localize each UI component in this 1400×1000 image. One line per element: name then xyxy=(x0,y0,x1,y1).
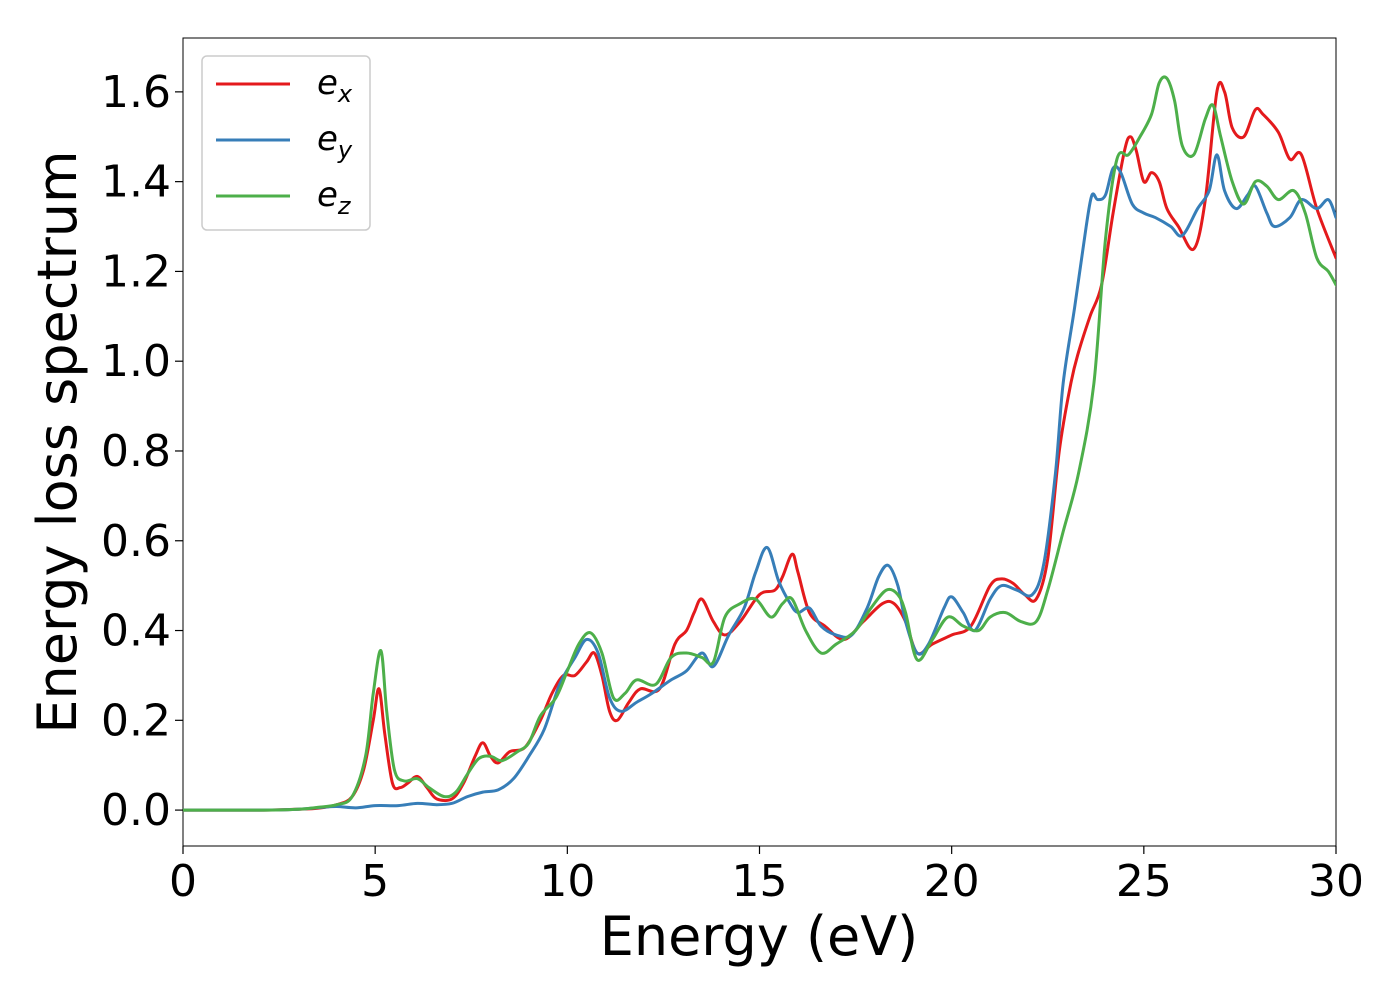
x-tick-label: 10 xyxy=(539,856,595,907)
x-tick-label: 15 xyxy=(732,856,788,907)
x-tick-label: 25 xyxy=(1116,856,1172,907)
y-axis-ticks: 0.0 0.2 0.4 0.6 0.8 1.0 1.2 1.4 1.6 xyxy=(101,67,183,836)
series-line-z xyxy=(183,75,1336,812)
series-line-x xyxy=(183,80,1336,812)
y-tick-label: 0.4 xyxy=(101,606,171,657)
series-line-y xyxy=(183,153,1336,812)
x-tick-label: 0 xyxy=(169,856,197,907)
y-tick-label: 1.6 xyxy=(101,67,171,118)
x-tick-label: 30 xyxy=(1308,856,1364,907)
x-axis-label: Energy (eV) xyxy=(600,905,919,968)
x-axis-ticks: 0 5 10 15 20 25 30 xyxy=(169,846,1364,907)
legend-box xyxy=(201,55,371,231)
y-tick-label: 1.4 xyxy=(101,157,171,208)
x-tick-label: 5 xyxy=(361,856,389,907)
series-lines xyxy=(183,75,1336,812)
y-tick-label: 0.0 xyxy=(101,785,171,836)
y-tick-label: 1.2 xyxy=(101,246,171,297)
legend-label-z: ez xyxy=(317,175,352,220)
y-tick-label: 0.2 xyxy=(101,695,171,746)
x-tick-label: 20 xyxy=(924,856,980,907)
legend-label-x: ex xyxy=(317,63,353,108)
legend-label-y: ey xyxy=(317,119,353,164)
y-tick-label: 0.6 xyxy=(101,516,171,567)
y-tick-label: 1.0 xyxy=(101,336,171,387)
y-axis-label: Energy loss spectrum xyxy=(26,150,89,733)
y-tick-label: 0.8 xyxy=(101,426,171,477)
legend: ex ey ez xyxy=(201,55,371,231)
